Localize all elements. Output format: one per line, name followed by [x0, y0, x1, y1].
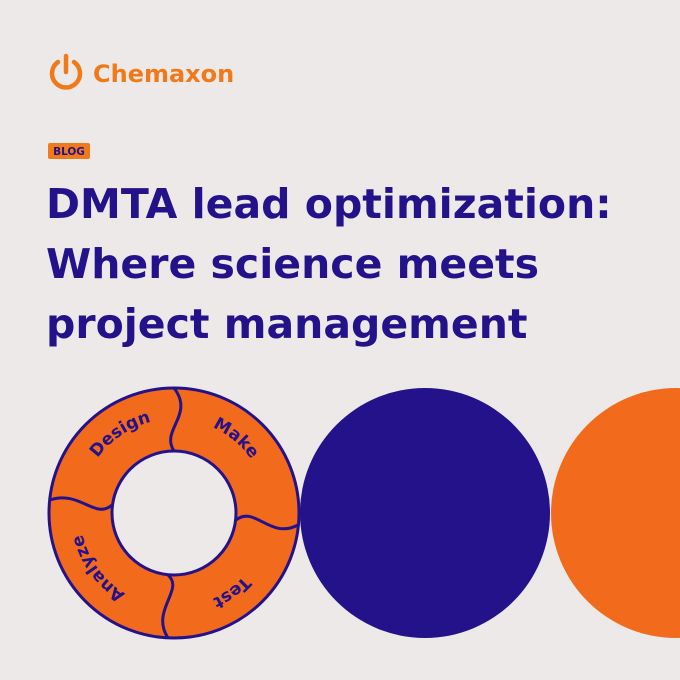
divider: [169, 387, 183, 452]
divider: [235, 514, 299, 531]
title-line: Where science meets: [46, 240, 539, 288]
tag-bg: [48, 143, 90, 159]
tag: BLOG: [53, 146, 85, 158]
navy-circle: [300, 388, 550, 638]
ring-dividers: [49, 387, 299, 639]
divider: [49, 496, 113, 511]
title-line: DMTA lead optimization:: [46, 180, 612, 228]
title-line: project management: [46, 300, 528, 348]
ring: [47, 386, 301, 640]
cycle-ring: Design Make Test Analyze: [47, 386, 301, 640]
title: DMTA lead optimization: Where science me…: [46, 180, 612, 348]
orange-circle: [551, 388, 680, 638]
brand-name: Chemaxon: [93, 60, 234, 88]
logo-icon: [49, 59, 83, 90]
logo: Chemaxon: [49, 53, 234, 90]
divider: [161, 573, 175, 639]
